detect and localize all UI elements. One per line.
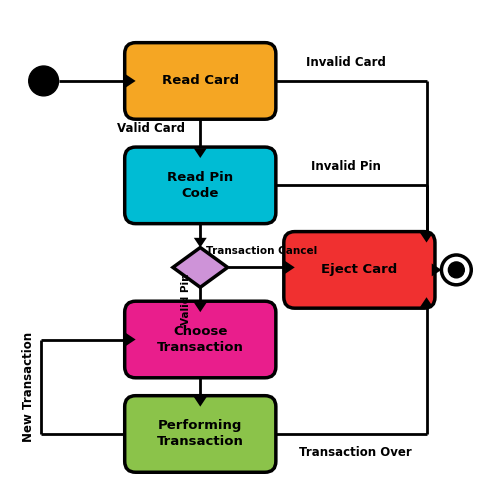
- Text: Performing
Transaction: Performing Transaction: [157, 420, 244, 448]
- Polygon shape: [194, 148, 206, 158]
- Text: Transaction Cancel: Transaction Cancel: [206, 246, 317, 256]
- Polygon shape: [173, 248, 228, 288]
- Text: Read Card: Read Card: [162, 74, 239, 88]
- Text: New Transaction: New Transaction: [22, 332, 35, 442]
- FancyBboxPatch shape: [124, 147, 276, 224]
- Circle shape: [442, 255, 472, 285]
- Text: Valid Card: Valid Card: [116, 122, 184, 134]
- Circle shape: [28, 66, 58, 96]
- Polygon shape: [432, 264, 442, 276]
- Polygon shape: [194, 397, 206, 406]
- Circle shape: [448, 262, 464, 278]
- Text: Transaction Over: Transaction Over: [300, 446, 412, 460]
- Text: Invalid Card: Invalid Card: [306, 56, 386, 68]
- Text: Read Pin
Code: Read Pin Code: [167, 171, 234, 200]
- Text: Choose
Transaction: Choose Transaction: [157, 325, 244, 354]
- FancyBboxPatch shape: [284, 232, 435, 308]
- Polygon shape: [194, 302, 206, 312]
- Text: Valid Pin: Valid Pin: [182, 274, 192, 326]
- FancyBboxPatch shape: [124, 301, 276, 378]
- Polygon shape: [126, 74, 136, 88]
- Text: Eject Card: Eject Card: [322, 264, 398, 276]
- Polygon shape: [126, 333, 136, 346]
- Polygon shape: [420, 233, 433, 242]
- Polygon shape: [420, 297, 433, 307]
- Text: Invalid Pin: Invalid Pin: [311, 160, 380, 173]
- FancyBboxPatch shape: [124, 396, 276, 472]
- Polygon shape: [194, 238, 206, 248]
- Polygon shape: [285, 261, 295, 274]
- FancyBboxPatch shape: [124, 42, 276, 119]
